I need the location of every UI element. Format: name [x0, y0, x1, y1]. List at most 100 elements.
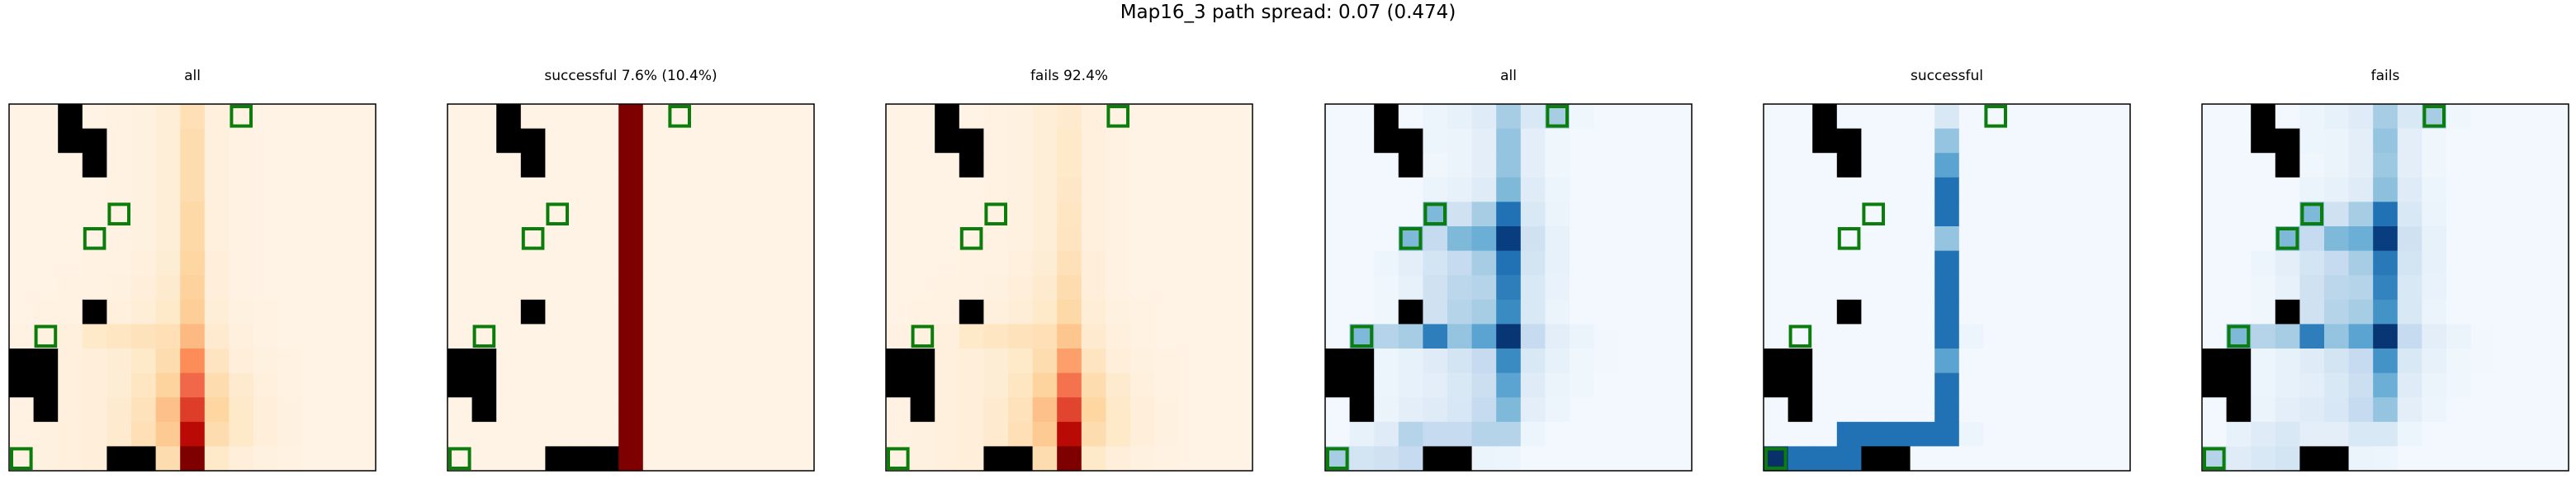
heatmap-cell — [886, 104, 912, 130]
heatmap-cell — [2422, 226, 2447, 252]
heatmap-cell — [471, 153, 497, 178]
heatmap-cell — [1471, 421, 1497, 447]
heatmap-cell — [1154, 372, 1180, 398]
heatmap-cell — [959, 349, 984, 374]
obstacle-cell — [107, 446, 132, 472]
heatmap-cell — [716, 397, 741, 423]
heatmap-cell — [545, 226, 571, 252]
obstacle-cell — [1788, 349, 1813, 374]
heatmap-cell — [326, 275, 352, 301]
heatmap-cell — [1008, 177, 1034, 202]
heatmap-cell — [1958, 299, 1984, 325]
heatmap-cell — [1593, 153, 1619, 178]
heatmap-cell — [1447, 177, 1473, 202]
heatmap-cell — [1958, 177, 1984, 202]
heatmap-cell — [351, 397, 376, 423]
heatmap-cell — [1349, 446, 1375, 472]
heatmap-cell — [447, 104, 473, 130]
heatmap-cell — [959, 446, 984, 472]
heatmap-cell — [180, 177, 206, 202]
heatmap-cell — [983, 299, 1009, 325]
heatmap-cell — [1934, 250, 1960, 276]
heatmap-cell — [1325, 104, 1351, 130]
heatmap-cell — [570, 349, 595, 374]
heatmap-cell — [1861, 397, 1887, 423]
heatmap-cell — [2373, 397, 2398, 423]
heatmap-cell — [1910, 299, 1935, 325]
heatmap-cell — [1203, 128, 1229, 154]
heatmap-cell — [741, 324, 766, 349]
heatmap-cell — [1642, 275, 1668, 301]
heatmap-cell — [1642, 397, 1668, 423]
panel-title: fails 92.4% — [1030, 68, 1108, 84]
heatmap-cell — [1520, 372, 1546, 398]
heatmap-cell — [2299, 372, 2325, 398]
heatmap-cell — [570, 421, 595, 447]
heatmap-cell — [1423, 153, 1448, 178]
heatmap-cell — [107, 275, 132, 301]
heatmap-cell — [2373, 324, 2398, 349]
heatmap-cell — [570, 397, 595, 423]
heatmap-cell — [229, 153, 254, 178]
heatmap-cell — [1228, 226, 1253, 252]
heatmap-cell — [765, 324, 790, 349]
heatmap-cell — [2081, 349, 2106, 374]
heatmap-cell — [1958, 128, 1984, 154]
heatmap-cell — [2373, 349, 2398, 374]
heatmap-cell — [1228, 104, 1253, 130]
heatmap-cell — [326, 177, 352, 202]
heatmap-cell — [1593, 397, 1619, 423]
obstacle-cell — [471, 397, 497, 423]
heatmap-cell — [1081, 324, 1106, 349]
heatmap-cell — [496, 226, 522, 252]
heatmap-cell — [131, 299, 157, 325]
heatmap-cell — [1545, 421, 1570, 447]
heatmap-cell — [1374, 153, 1399, 178]
obstacle-cell — [1008, 446, 1034, 472]
heatmap-cell — [1958, 153, 1984, 178]
heatmap-cell — [1325, 153, 1351, 178]
heatmap-cell — [2495, 397, 2521, 423]
heatmap-cell — [594, 202, 619, 227]
heatmap-cell — [2422, 397, 2447, 423]
heatmap-cell — [180, 421, 206, 447]
heatmap-cell — [1861, 275, 1887, 301]
heatmap-cell — [2081, 397, 2106, 423]
heatmap-cell — [1642, 128, 1668, 154]
heatmap-cell — [82, 104, 107, 130]
heatmap-cell — [2299, 153, 2325, 178]
heatmap-cell — [2251, 226, 2276, 252]
heatmap-cell — [520, 202, 546, 227]
heatmap-cell — [58, 349, 83, 374]
heatmap-cell — [520, 397, 546, 423]
heatmap-cell — [2081, 128, 2106, 154]
heatmap-cell — [1154, 153, 1180, 178]
heatmap-cell — [1593, 372, 1619, 398]
heatmap-cell — [1374, 177, 1399, 202]
heatmap-cell — [1910, 446, 1935, 472]
heatmap-cell — [1228, 324, 1253, 349]
heatmap-cell — [1374, 372, 1399, 398]
heatmap-cell — [765, 275, 790, 301]
heatmap-cell — [1934, 324, 1960, 349]
heatmap-cell — [1812, 397, 1838, 423]
heatmap-cell — [1642, 299, 1668, 325]
heatmap-cell — [2081, 446, 2106, 472]
heatmap-cell — [1447, 324, 1473, 349]
heatmap-cell — [1032, 250, 1058, 276]
heatmap-cell — [1228, 421, 1253, 447]
obstacle-cell — [447, 372, 473, 398]
heatmap-cell — [107, 104, 132, 130]
heatmap-cell — [1398, 104, 1423, 130]
heatmap-cell — [2348, 250, 2374, 276]
heatmap-cell — [1983, 372, 2009, 398]
heatmap-cell — [886, 397, 912, 423]
heatmap-cell — [716, 349, 741, 374]
obstacle-cell — [471, 349, 497, 374]
heatmap-cell — [1788, 446, 1813, 472]
heatmap-cell — [910, 446, 935, 472]
heatmap-cell — [131, 397, 157, 423]
heatmap-cell — [1764, 275, 1789, 301]
heatmap-cell — [520, 372, 546, 398]
heatmap-cell — [2495, 128, 2521, 154]
